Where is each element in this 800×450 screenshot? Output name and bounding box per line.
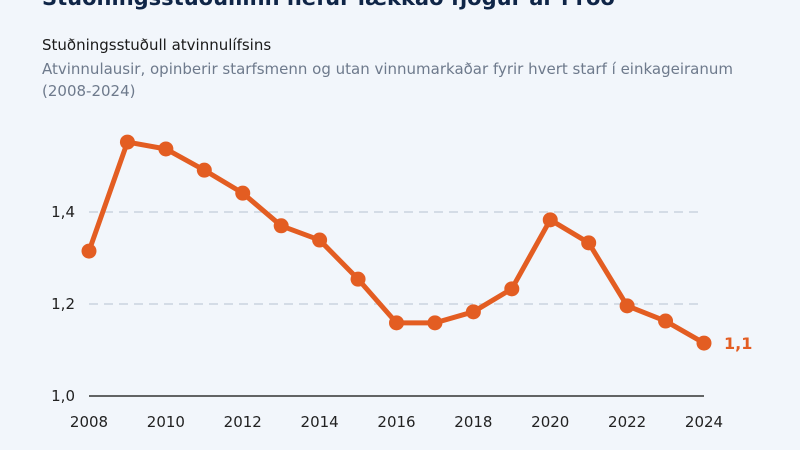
data-point — [81, 243, 97, 259]
data-point — [504, 281, 520, 297]
chart-subtitle: Stuðningsstuðull atvinnulífsins — [42, 36, 272, 54]
x-tick-label: 2020 — [531, 413, 569, 431]
data-point — [196, 162, 212, 178]
x-tick-label: 2008 — [70, 413, 108, 431]
data-point — [658, 313, 674, 329]
data-point — [619, 298, 635, 314]
data-point — [158, 141, 174, 157]
chart-title: Stuðningsstuðullinn hefur lækkað fjögur … — [42, 0, 615, 10]
data-point — [235, 185, 251, 201]
data-point — [350, 271, 366, 287]
data-point — [273, 218, 289, 234]
data-point — [581, 235, 597, 251]
data-point — [696, 335, 712, 351]
x-tick-label: 2022 — [608, 413, 646, 431]
x-tick-label: 2016 — [377, 413, 415, 431]
data-point — [465, 304, 481, 320]
data-point — [542, 212, 558, 228]
y-tick-label: 1,0 — [51, 387, 75, 405]
x-tick-label: 2024 — [685, 413, 723, 431]
x-tick-label: 2018 — [454, 413, 492, 431]
x-tick-label: 2010 — [147, 413, 185, 431]
x-tick-label: 2014 — [301, 413, 339, 431]
data-point — [312, 232, 328, 248]
data-point — [389, 315, 404, 331]
y-tick-label: 1,4 — [51, 203, 75, 221]
y-tick-label: 1,2 — [51, 295, 75, 313]
x-tick-label: 2012 — [224, 413, 262, 431]
end-value-label: 1,1 — [724, 334, 752, 353]
data-point — [427, 315, 443, 331]
data-point — [119, 134, 135, 150]
chart-description: Atvinnulausir, opinberir starfsmenn og u… — [42, 60, 733, 100]
series-line — [86, 139, 706, 346]
